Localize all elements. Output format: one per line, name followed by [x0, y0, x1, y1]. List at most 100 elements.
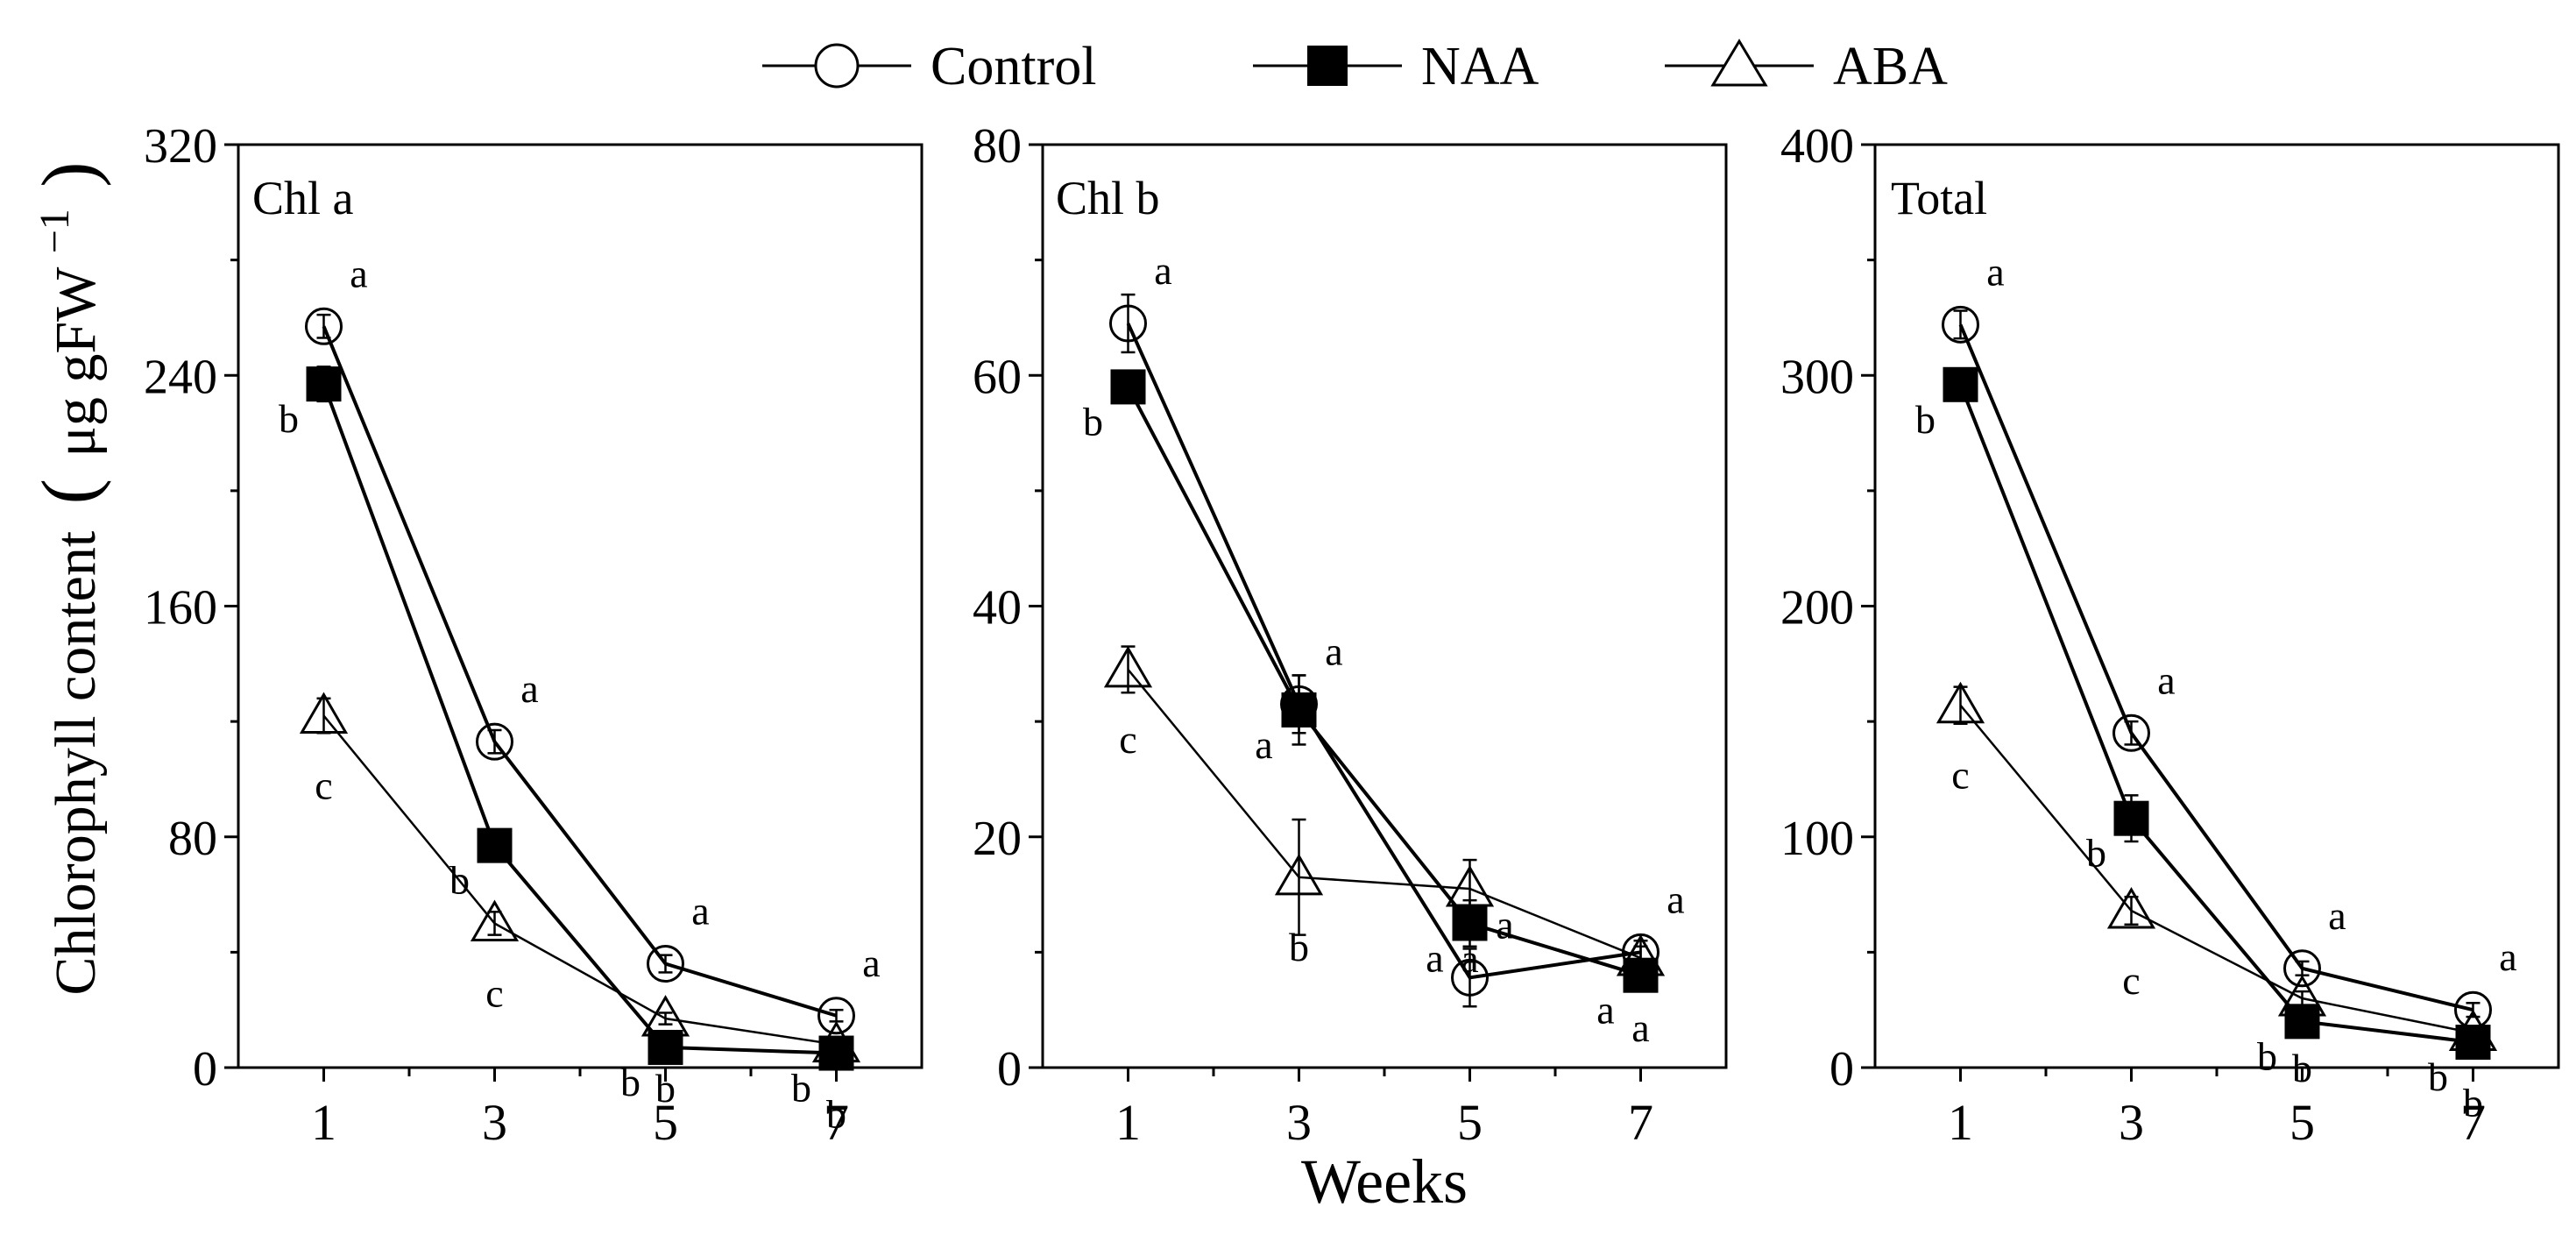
significance-letter-control: a: [1325, 628, 1342, 673]
data-point-aba: [1616, 933, 1666, 976]
y-axis-label-main: Chlorophyll content: [44, 531, 108, 996]
data-point-control: [1451, 958, 1489, 997]
data-point-naa: [818, 1035, 854, 1071]
significance-letter-aba: a: [1461, 936, 1478, 981]
y-axis-label: Chlorophyll content ( μg gFW −1 ): [18, 161, 112, 995]
y-tick-label: 320: [144, 119, 217, 174]
plot-frame: [1873, 143, 2560, 1069]
y-axis-label-exponent: −1: [32, 209, 78, 253]
significance-letter-aba: c: [1951, 753, 1969, 798]
data-point-aba: [2448, 1009, 2498, 1052]
x-tick-label: 5: [1457, 1094, 1483, 1151]
data-point-aba: [640, 995, 690, 1037]
legend: Control NAA ABA: [762, 37, 1948, 96]
y-tick-label: 80: [973, 119, 1022, 174]
significance-letter-aba: b: [2463, 1081, 2483, 1125]
significance-letter-naa: a: [1426, 935, 1443, 980]
series-line-aba: [1959, 704, 2473, 1034]
significance-letter-control: a: [2157, 657, 2175, 702]
x-tick-label: 7: [1628, 1094, 1653, 1151]
y-tick-label: 160: [144, 581, 217, 635]
significance-letter-aba: c: [315, 763, 332, 808]
significance-letter-control: a: [520, 666, 538, 711]
significance-letter-naa: b: [279, 396, 299, 441]
x-tick-label: 3: [1286, 1094, 1312, 1151]
y-tick-label: 400: [1780, 119, 1854, 174]
series-line-naa: [1958, 384, 2473, 1045]
plot-frame: [1041, 143, 1728, 1069]
legend-label-naa: NAA: [1421, 37, 1539, 96]
data-point-naa: [306, 366, 342, 402]
data-point-control: [2112, 713, 2150, 752]
legend-entry-aba: ABA: [1665, 37, 1948, 96]
data-point-aba: [299, 692, 349, 735]
significance-letter-naa: b: [2428, 1054, 2448, 1099]
legend-label-control: Control: [931, 37, 1096, 96]
panel-title: Total: [1891, 172, 1987, 224]
data-point-aba: [1936, 681, 1985, 724]
significance-letter-naa: b: [1915, 397, 1936, 442]
significance-letter-naa: b: [449, 858, 470, 903]
significance-letter-control: a: [1154, 248, 1171, 293]
significance-letter-naa: b: [620, 1060, 640, 1104]
data-point-control: [2283, 949, 2321, 988]
significance-letter-naa: b: [2257, 1033, 2277, 1078]
series-line-aba: [322, 714, 837, 1046]
legend-marker-control: [814, 43, 860, 89]
significance-letter-naa: b: [2086, 831, 2106, 876]
significance-letter-control: a: [1667, 877, 1684, 921]
series-line-control: [322, 325, 838, 1018]
significance-letter-aba: b: [826, 1092, 846, 1137]
significance-letter-control: a: [1496, 902, 1513, 947]
significance-letter-aba: c: [2122, 958, 2140, 1003]
data-point-naa: [2455, 1025, 2491, 1061]
y-tick-label: 0: [997, 1042, 1022, 1097]
legend-entry-control: Control: [762, 37, 1096, 96]
x-tick-label: 3: [2119, 1094, 2144, 1151]
legend-entry-naa: NAA: [1253, 37, 1539, 96]
significance-letter-aba: c: [1119, 717, 1136, 762]
x-tick-label: 5: [2289, 1094, 2315, 1151]
y-tick-label: 80: [168, 812, 217, 866]
x-tick-label: 1: [311, 1094, 336, 1151]
y-tick-label: 100: [1780, 812, 1854, 866]
data-point-aba: [811, 1020, 861, 1063]
significance-letter-control: a: [350, 251, 367, 295]
y-tick-label: 300: [1780, 350, 1854, 404]
x-tick-label: 1: [1115, 1094, 1141, 1151]
significance-letter-control: a: [862, 940, 880, 985]
data-point-aba: [1103, 645, 1153, 688]
data-point-control: [817, 997, 855, 1035]
significance-letter-aba: a: [1631, 1005, 1649, 1050]
significance-letter-aba: b: [1289, 925, 1309, 969]
data-point-naa: [2113, 800, 2149, 836]
series-line-naa: [1126, 386, 1642, 977]
legend-marker-aba: [1710, 39, 1768, 87]
data-point-naa: [1281, 692, 1317, 728]
y-tick-label: 60: [973, 350, 1022, 404]
significance-letter-control: a: [2328, 893, 2346, 938]
plot-frame: [237, 143, 924, 1069]
legend-marker-naa: [1307, 46, 1348, 86]
series-line-aba: [1127, 669, 1641, 960]
data-point-control: [476, 722, 513, 761]
x-tick-label: 1: [1948, 1094, 1973, 1151]
data-point-naa: [1452, 905, 1488, 941]
panel-title: Chl b: [1056, 172, 1160, 224]
data-point-control: [305, 307, 343, 345]
y-tick-label: 200: [1780, 581, 1854, 635]
data-point-naa: [1110, 369, 1146, 405]
data-point-control: [1109, 304, 1147, 343]
significance-letter-control: a: [1986, 249, 2004, 294]
data-point-aba: [1274, 853, 1324, 896]
y-axis-label-unit: μg gFW: [44, 266, 108, 458]
significance-letter-naa: b: [791, 1066, 811, 1111]
significance-letter-aba: b: [655, 1066, 676, 1111]
data-point-aba: [470, 899, 520, 941]
x-tick-label: 3: [482, 1094, 507, 1151]
panel-title: Chl a: [252, 172, 354, 224]
